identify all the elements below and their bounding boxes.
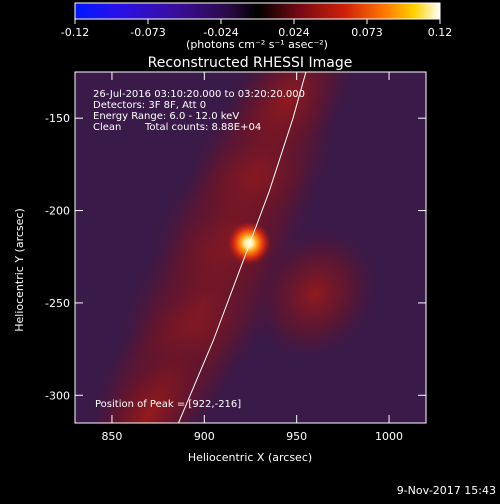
y-tick-label: -150 [45, 112, 70, 125]
colorbar-ticks: -0.12 -0.073 -0.024 0.024 0.073 0.12 [61, 19, 452, 39]
annotation-energy-range: Energy Range: 6.0 - 12.0 keV [93, 111, 239, 122]
plot-frame [74, 71, 427, 424]
y-axis-ticks: -150 -200 -250 -300 [45, 112, 426, 402]
diffuse-blob [85, 335, 213, 423]
x-axis-ticks: 850 900 950 1000 [101, 72, 403, 443]
colorbar-tick-label: -0.12 [61, 26, 89, 39]
annotation-peak-position: Position of Peak = [922,-216] [95, 399, 241, 410]
y-tick-label: -300 [45, 389, 70, 402]
colorbar-tick-label: -0.073 [130, 26, 165, 39]
y-tick-label: -250 [45, 297, 70, 310]
source-core [226, 221, 271, 266]
colorbar-tick-label: 0.073 [351, 26, 383, 39]
annotation-detectors: Detectors: 3F 8F, Att 0 [93, 100, 206, 111]
colorbar [74, 2, 441, 20]
annotation-total-counts: Total counts: 8.88E+04 [144, 122, 261, 133]
colorbar-tick-label: 0.024 [278, 26, 310, 39]
y-axis-label: Heliocentric Y (arcsec) [13, 208, 26, 332]
x-tick-label: 900 [194, 430, 215, 443]
diffuse-blob [218, 72, 356, 180]
colorbar-tick-label: 0.12 [428, 26, 453, 39]
annotation-clean: Clean [93, 122, 121, 133]
x-axis-label: Heliocentric X (arcsec) [188, 451, 312, 464]
x-tick-label: 1000 [375, 430, 403, 443]
annotation-time-range: 26-Jul-2016 03:10:20.000 to 03:20:20.000 [93, 89, 305, 100]
x-tick-label: 950 [286, 430, 307, 443]
footer-timestamp: 9-Nov-2017 15:43 [397, 484, 496, 497]
colorbar-tick-label: -0.024 [203, 26, 238, 39]
colorbar-unit-label: (photons cm⁻² s⁻¹ asec⁻²) [186, 38, 328, 51]
y-tick-label: -200 [45, 205, 70, 218]
chart-title: Reconstructed RHESSI Image [148, 55, 353, 71]
x-tick-label: 850 [101, 430, 122, 443]
diffuse-blob [251, 226, 379, 361]
solar-limb-curve [177, 72, 307, 423]
